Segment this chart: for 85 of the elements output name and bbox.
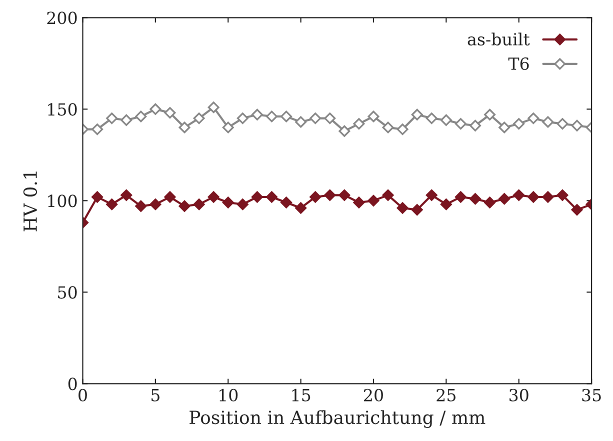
point xyxy=(542,191,554,203)
point xyxy=(411,204,423,216)
point xyxy=(484,196,496,208)
point xyxy=(426,112,438,124)
point xyxy=(528,112,540,124)
point xyxy=(368,194,380,206)
legend-label: T6 xyxy=(508,57,529,70)
y-tick-label: 100 xyxy=(48,194,77,208)
point xyxy=(411,108,423,120)
point xyxy=(120,114,132,126)
point xyxy=(106,198,118,210)
point xyxy=(193,198,205,210)
y-tick-label: 50 xyxy=(58,286,77,299)
point xyxy=(135,200,147,212)
point xyxy=(193,112,205,124)
point xyxy=(120,189,132,201)
point xyxy=(295,202,307,214)
x-tick-label: 0 xyxy=(78,388,87,402)
point xyxy=(266,191,278,203)
point xyxy=(454,191,466,203)
point xyxy=(470,120,481,132)
point xyxy=(208,191,220,203)
point xyxy=(164,107,176,119)
point xyxy=(324,112,336,124)
point xyxy=(280,110,292,122)
x-tick-label: 25 xyxy=(436,388,456,402)
point xyxy=(396,124,408,136)
point xyxy=(498,122,510,134)
point xyxy=(426,189,438,201)
x-tick-label: 10 xyxy=(220,388,238,402)
x-tick-label: 20 xyxy=(364,388,383,402)
point xyxy=(310,191,322,203)
point xyxy=(470,193,481,205)
point xyxy=(368,110,380,122)
point xyxy=(280,196,292,208)
point xyxy=(92,191,104,203)
y-tick-label: 150 xyxy=(48,103,77,116)
x-tick-label: 30 xyxy=(510,388,528,402)
x-tick-label: 35 xyxy=(582,388,601,402)
point xyxy=(164,191,176,203)
point xyxy=(135,110,147,122)
point xyxy=(106,112,118,124)
point xyxy=(353,118,365,130)
point xyxy=(338,125,350,137)
point xyxy=(571,204,583,216)
point xyxy=(236,112,248,124)
legend-label: as-built xyxy=(468,32,530,46)
point xyxy=(251,108,263,120)
point xyxy=(338,189,350,201)
point xyxy=(440,198,452,210)
point xyxy=(440,114,452,126)
point xyxy=(556,189,568,201)
x-axis-title: Position in Aufbaurichtung / mm xyxy=(190,410,486,428)
point xyxy=(178,200,190,212)
point xyxy=(353,196,365,208)
point xyxy=(382,189,394,201)
x-tick-label: 5 xyxy=(152,389,160,402)
y-tick-label: 0 xyxy=(68,378,77,390)
point xyxy=(513,118,525,130)
point xyxy=(556,118,568,130)
point xyxy=(396,202,408,214)
x-tick-label: 15 xyxy=(292,388,310,402)
point xyxy=(295,116,307,128)
y-axis-title: HV 0.1 xyxy=(23,172,38,232)
point xyxy=(310,112,322,124)
point xyxy=(222,196,234,208)
point xyxy=(484,108,496,120)
point xyxy=(208,102,220,114)
point xyxy=(454,118,466,130)
point xyxy=(542,116,554,128)
point xyxy=(178,122,190,134)
point xyxy=(324,189,336,201)
point xyxy=(498,193,510,205)
point xyxy=(236,198,248,210)
point xyxy=(266,110,278,122)
y-tick-label: 200 xyxy=(47,12,77,24)
point xyxy=(528,191,540,203)
point xyxy=(150,103,162,115)
point xyxy=(513,189,525,201)
point xyxy=(150,198,162,210)
point xyxy=(92,124,104,136)
point xyxy=(251,191,263,203)
point xyxy=(571,120,583,132)
point xyxy=(222,122,234,134)
point xyxy=(382,122,394,134)
